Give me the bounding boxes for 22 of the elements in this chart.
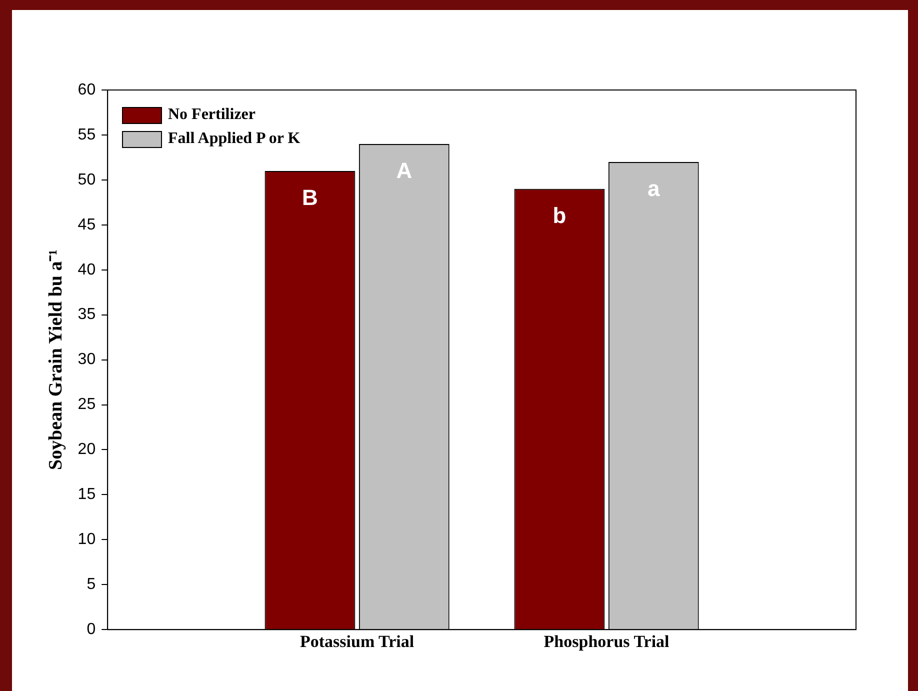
y-tick-label: 50 (78, 171, 96, 188)
y-tick-label: 0 (86, 621, 96, 638)
y-tick-label: 60 (78, 81, 96, 98)
y-tick-label: 5 (86, 576, 96, 594)
y-tick-label: 35 (78, 306, 96, 324)
legend-label: No Fertilizer (168, 106, 256, 124)
legend-label: Fall Applied P or K (168, 130, 300, 148)
annotation: a (647, 176, 660, 202)
y-tick-label: 40 (78, 261, 96, 278)
y-tick-label: 45 (78, 216, 96, 234)
annotation: A (396, 158, 412, 184)
y-tick-label: 55 (78, 126, 96, 144)
x-tick-label: Potassium Trial (300, 632, 414, 652)
y-tick-label: 25 (78, 396, 96, 414)
y-tick-label: 15 (78, 486, 96, 504)
y-tick-label: 10 (78, 531, 96, 548)
y-tick-label: 30 (78, 351, 96, 368)
y-tick-label: 20 (78, 441, 96, 458)
annotation: b (552, 202, 566, 228)
y-axis-title: Soybean Grain Yield bu a⁻¹ (45, 250, 66, 470)
annotation: B (302, 185, 318, 210)
x-tick-label: Phosphorus Trial (544, 632, 670, 652)
